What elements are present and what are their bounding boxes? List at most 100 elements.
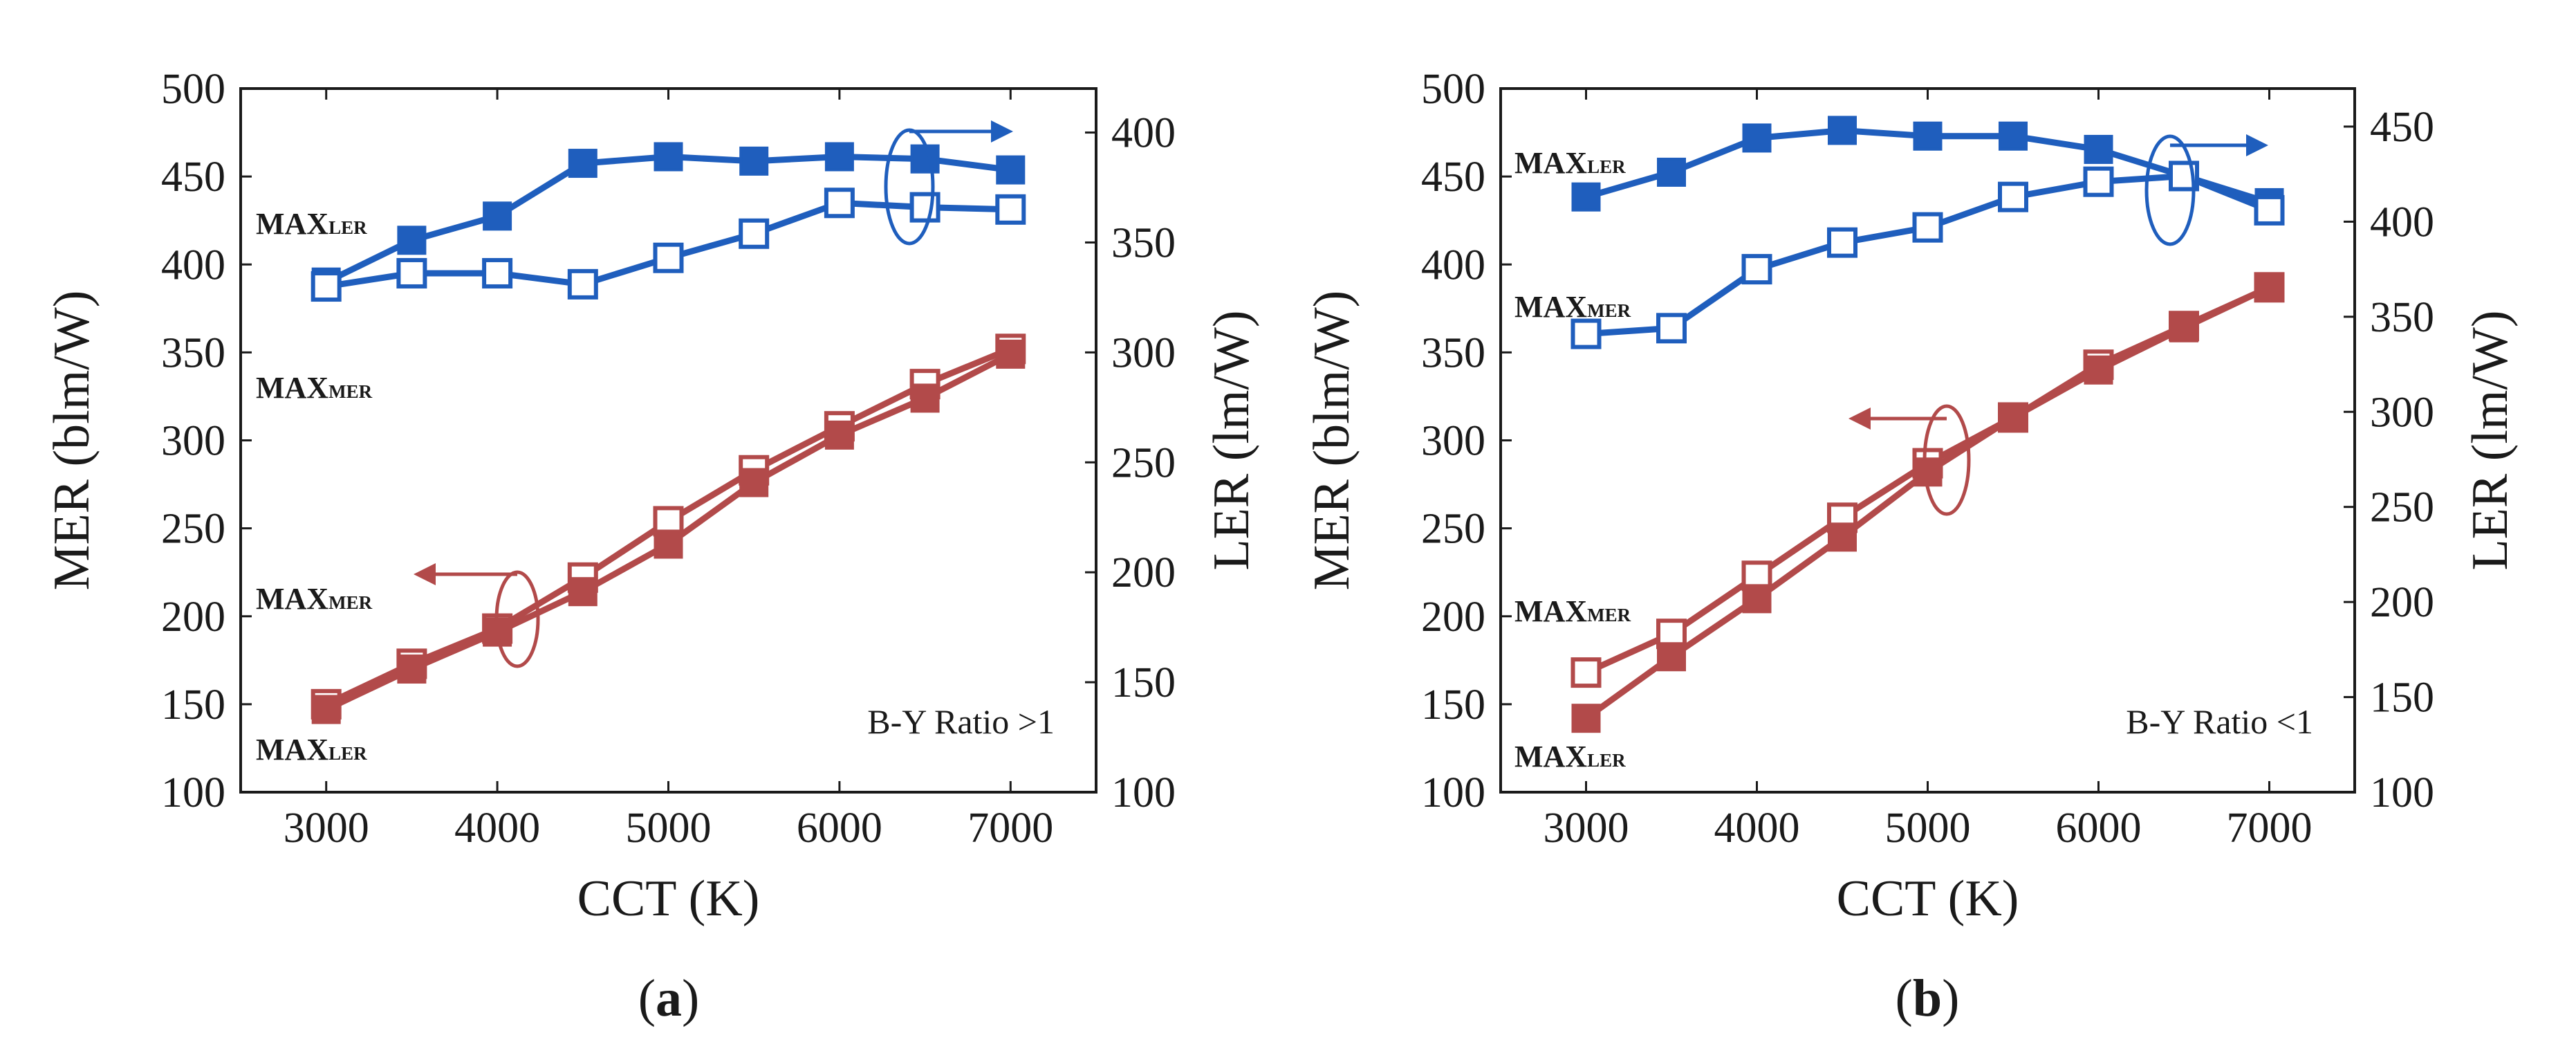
data-point-open bbox=[1741, 254, 1772, 285]
max-label-subscript: LER bbox=[1587, 156, 1626, 177]
data-point-open bbox=[995, 194, 1026, 225]
red-series-ellipse bbox=[1922, 404, 1971, 516]
y-left-tick-label: 150 bbox=[1421, 681, 1485, 729]
data-point-open bbox=[567, 268, 598, 300]
max-label-main: MAX bbox=[1514, 290, 1587, 324]
x-tick-label: 6000 bbox=[797, 805, 882, 852]
data-point-filled bbox=[1828, 116, 1857, 145]
data-point-filled bbox=[1657, 642, 1686, 672]
data-point-filled bbox=[910, 383, 940, 413]
y-right-tick-label: 300 bbox=[2370, 389, 2434, 436]
max-label-main: MAX bbox=[1514, 146, 1587, 180]
data-point-filled bbox=[910, 144, 940, 174]
y-left-tick-label: 500 bbox=[161, 66, 225, 113]
panel-label: (b) bbox=[1896, 969, 1960, 1027]
data-point-filled bbox=[824, 142, 854, 172]
y-right-tick-label: 450 bbox=[2370, 104, 2434, 151]
data-point-filled bbox=[996, 155, 1026, 185]
max-label-subscript: MER bbox=[1587, 300, 1631, 321]
data-point-filled bbox=[1571, 182, 1601, 212]
x-tick-label: 7000 bbox=[967, 805, 1053, 852]
ratio-annotation: B-Y Ratio <1 bbox=[2126, 702, 2313, 741]
y-left-tick-label: 150 bbox=[161, 681, 225, 729]
chart-panel-b: 3000 4000 5000 6000 7000 100 150 200 250 300 350 40… bbox=[1304, 66, 2519, 1027]
data-point-filled bbox=[1999, 403, 2028, 432]
data-point-filled bbox=[996, 339, 1026, 369]
data-point-open bbox=[1570, 657, 1602, 688]
max-label-main: MAX bbox=[256, 371, 328, 405]
y-left-tick-label: 300 bbox=[161, 418, 225, 465]
data-point-filled bbox=[1742, 123, 1772, 153]
y-left-tick-label: 250 bbox=[161, 506, 225, 553]
series-line-3 bbox=[1584, 284, 2271, 721]
y-left-tick-label: 100 bbox=[1421, 769, 1485, 816]
data-point-filled bbox=[1999, 121, 2028, 151]
panel-label-open: ( bbox=[638, 969, 656, 1027]
data-point-open bbox=[653, 242, 684, 273]
x-tick-label: 6000 bbox=[2056, 805, 2142, 852]
data-point-filled bbox=[1571, 704, 1601, 733]
data-point-open bbox=[1570, 318, 1602, 349]
data-point-filled bbox=[311, 695, 341, 724]
data-point-open bbox=[396, 257, 427, 289]
data-point-open bbox=[909, 192, 940, 223]
y-left-tick-label: 200 bbox=[1421, 594, 1485, 641]
y-left-tick-label: 500 bbox=[1421, 66, 1485, 113]
y-left-tick-label: 250 bbox=[1421, 506, 1485, 553]
max-label: MAXLER bbox=[1514, 740, 1626, 773]
data-point-filled bbox=[739, 146, 769, 176]
arrow-head bbox=[2246, 134, 2268, 156]
panel-label: (a) bbox=[638, 969, 700, 1027]
blue-series-ellipse bbox=[2144, 134, 2196, 246]
x-axis-label: CCT (K) bbox=[577, 870, 760, 927]
chart-panel-a: 3000 4000 5000 6000 7000 100 150 200 250 300 350 40… bbox=[44, 66, 1260, 1027]
y-left-tick-label: 400 bbox=[1421, 241, 1485, 289]
data-point-open bbox=[1912, 212, 1943, 243]
y-left-axis-label: MER (blm/W) bbox=[1304, 291, 1360, 591]
y-left-tick-label: 450 bbox=[1421, 154, 1485, 201]
x-tick-label: 4000 bbox=[1714, 805, 1800, 852]
series-line-1 bbox=[1586, 172, 2271, 338]
max-label-subscript: LER bbox=[1587, 750, 1626, 771]
y-right-tick-label: 400 bbox=[1111, 110, 1176, 157]
data-point-filled bbox=[2254, 273, 2284, 302]
data-point-open bbox=[2254, 194, 2285, 226]
arrow-head bbox=[991, 120, 1013, 143]
x-tick-label: 7000 bbox=[2227, 805, 2313, 852]
max-label-subscript: MER bbox=[328, 381, 372, 402]
data-point-filled bbox=[739, 468, 769, 497]
max-label-main: MAX bbox=[1514, 594, 1587, 628]
y-right-tick-label: 250 bbox=[2370, 484, 2434, 531]
y-right-tick-label: 400 bbox=[2370, 199, 2434, 246]
max-label-subscript: LER bbox=[328, 743, 367, 764]
y-right-tick-label: 200 bbox=[2370, 579, 2434, 626]
y-left-tick-label: 400 bbox=[161, 241, 225, 289]
max-label-subscript: MER bbox=[1587, 605, 1631, 625]
max-label-subscript: MER bbox=[328, 592, 372, 613]
data-point-open bbox=[824, 187, 855, 219]
y-right-tick-label: 100 bbox=[2370, 769, 2434, 816]
data-point-filled bbox=[1742, 584, 1772, 614]
x-axis-label: CCT (K) bbox=[1837, 870, 2019, 927]
y-right-tick-label: 150 bbox=[1111, 659, 1176, 706]
max-label: MAXLER bbox=[1514, 146, 1626, 180]
data-point-filled bbox=[2169, 313, 2198, 342]
data-point-filled bbox=[654, 529, 683, 559]
y-right-tick-label: 250 bbox=[1111, 439, 1176, 486]
y-left-axis-label: MER (blm/W) bbox=[44, 291, 100, 591]
ratio-annotation: B-Y Ratio >1 bbox=[867, 702, 1055, 741]
data-point-filled bbox=[824, 420, 854, 450]
data-point-open bbox=[1998, 181, 2028, 212]
arrow-head bbox=[1848, 408, 1871, 430]
x-tick-label: 3000 bbox=[1544, 805, 1629, 852]
panel-label-close: ) bbox=[682, 969, 699, 1027]
data-point-filled bbox=[568, 577, 597, 607]
panel-label-letter: a bbox=[656, 969, 682, 1027]
blue-series-ellipse bbox=[884, 128, 935, 246]
x-tick-label: 4000 bbox=[454, 805, 540, 852]
data-point-filled bbox=[1828, 522, 1857, 552]
data-point-filled bbox=[397, 654, 427, 684]
y-right-tick-label: 200 bbox=[1111, 549, 1176, 596]
data-point-open bbox=[482, 257, 513, 289]
